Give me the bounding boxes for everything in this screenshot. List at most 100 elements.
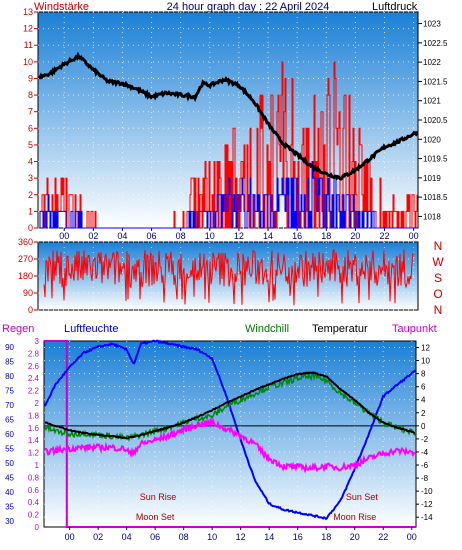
wind-tick-label: 7 — [28, 107, 33, 117]
temperature-tick-label: 2 — [421, 409, 426, 418]
rain-tick-label: 1.6 — [28, 424, 40, 433]
compass-letter: O — [433, 287, 442, 301]
time-tick-label: 06 — [150, 532, 160, 542]
rain-tick-label: 1.8 — [28, 411, 40, 420]
temperature-tick-label: -6 — [421, 461, 429, 470]
time-tick-label: 04 — [122, 532, 132, 542]
time-tick-label: 14 — [264, 532, 274, 542]
time-tick-label: 04 — [117, 231, 127, 241]
pressure-tick-label: 1020 — [423, 135, 441, 144]
wind-direction-series-line — [43, 248, 414, 306]
rain-tick-label: 0.8 — [28, 473, 40, 482]
compass-letter: W — [432, 255, 444, 269]
wind-tick-label: 1 — [28, 206, 33, 216]
direction-tick-label: 0 — [28, 305, 33, 315]
time-tick-label: 10 — [207, 532, 217, 542]
time-tick-label: 14 — [263, 231, 273, 241]
pressure-tick-label: 1022.5 — [423, 39, 448, 48]
rain-tick-label: 2 — [35, 399, 40, 408]
wind-average-series — [39, 161, 417, 229]
rain-tick-label: 2.8 — [28, 349, 40, 358]
pressure-tick-label: 1021 — [423, 97, 441, 106]
humidity-tick-label: 60 — [5, 430, 14, 439]
wind-tick-label: 3 — [28, 173, 33, 183]
wind-tick-label: 2 — [28, 190, 33, 200]
temperature-tick-label: 12 — [421, 344, 430, 353]
time-tick-label: 20 — [350, 231, 360, 241]
windchill-label: Windchill — [245, 323, 289, 335]
moon-rise-annotation: Moon Rise — [333, 512, 376, 522]
time-tick-label: 02 — [93, 532, 103, 542]
time-tick-label: 20 — [350, 532, 360, 542]
time-tick-label: 00 — [409, 231, 419, 241]
rain-tick-label: 0.2 — [28, 511, 40, 520]
humidity-tick-label: 90 — [5, 343, 14, 352]
rain-tick-label: 1.2 — [28, 449, 40, 458]
direction-tick-label: 360 — [18, 237, 33, 247]
pressure-tick-label: 1021.5 — [423, 77, 448, 86]
rain-tick-label: 1 — [35, 461, 40, 470]
rain-tick-label: 3 — [35, 337, 40, 346]
temperature-tick-label: -2 — [421, 435, 429, 444]
pressure-tick-label: 1018.5 — [423, 193, 448, 202]
wind-tick-label: 9 — [28, 73, 33, 83]
time-tick-label: 08 — [176, 231, 186, 241]
sun-rise-annotation: Sun Rise — [140, 492, 177, 502]
rain-tick-label: 2.2 — [28, 387, 40, 396]
humidity-tick-label: 80 — [5, 372, 14, 381]
time-tick-label: 12 — [236, 532, 246, 542]
humidity-tick-label: 75 — [5, 386, 14, 395]
wind-tick-label: 13 — [23, 7, 33, 17]
time-tick-label: 22 — [378, 532, 388, 542]
time-tick-label: 18 — [321, 231, 331, 241]
wind-tick-label: 0 — [28, 223, 33, 233]
humidity-series-line — [44, 339, 416, 521]
pressure-tick-label: 1019 — [423, 174, 441, 183]
time-tick-label: 16 — [293, 532, 303, 542]
temperature-tick-label: 4 — [421, 396, 426, 405]
wind-average-line — [39, 161, 417, 229]
temperature-tick-label: 8 — [421, 370, 426, 379]
temperature-humidity-plot-area — [43, 340, 417, 528]
pressure-tick-label: 1023 — [423, 20, 441, 29]
time-tick-label: 16 — [292, 231, 302, 241]
moon-set-annotation: Moon Set — [136, 512, 175, 522]
time-tick-label: 12 — [234, 231, 244, 241]
humidity-tick-label: 50 — [5, 459, 14, 468]
dewpoint-series-line — [44, 416, 416, 474]
wind-tick-label: 4 — [28, 157, 33, 167]
compass-letter: S — [434, 271, 442, 285]
humidity-tick-label: 55 — [5, 445, 14, 454]
time-tick-label: 22 — [380, 231, 390, 241]
humidity-tick-label: 35 — [5, 503, 14, 512]
humidity-tick-label: 70 — [5, 401, 14, 410]
humidity-tick-label: 45 — [5, 474, 14, 483]
direction-tick-label: 90 — [23, 288, 33, 298]
humidity-tick-label: 85 — [5, 357, 14, 366]
rain-tick-label: 0.4 — [28, 498, 40, 507]
temperature-tick-label: 10 — [421, 357, 430, 366]
direction-tick-label: 180 — [18, 271, 33, 281]
time-tick-label: 00 — [407, 532, 417, 542]
pressure-tick-label: 1020.5 — [423, 116, 448, 125]
temperature-tick-label: 6 — [421, 383, 426, 392]
rain-tick-label: 1.4 — [28, 436, 40, 445]
time-tick-label: 06 — [147, 231, 157, 241]
chart-title: 24 hour graph day : 22 April 2024 — [167, 1, 330, 13]
regen-label: Regen — [2, 323, 34, 335]
time-tick-label: 02 — [88, 231, 98, 241]
pressure-tick-label: 1019.5 — [423, 155, 448, 164]
wind-tick-label: 8 — [28, 90, 33, 100]
sun-set-annotation: Sun Set — [346, 492, 379, 502]
wind-tick-label: 10 — [23, 57, 33, 67]
compass-letter: N — [434, 303, 443, 317]
time-tick-label: 00 — [65, 532, 75, 542]
temperature-tick-label: -4 — [421, 448, 429, 457]
pressure-tick-label: 1018 — [423, 212, 441, 221]
humidity-tick-label: 40 — [5, 488, 14, 497]
compass-letter: N — [434, 239, 443, 253]
wind-tick-label: 6 — [28, 123, 33, 133]
pressure-series-line — [38, 51, 419, 181]
time-tick-label: 10 — [205, 231, 215, 241]
